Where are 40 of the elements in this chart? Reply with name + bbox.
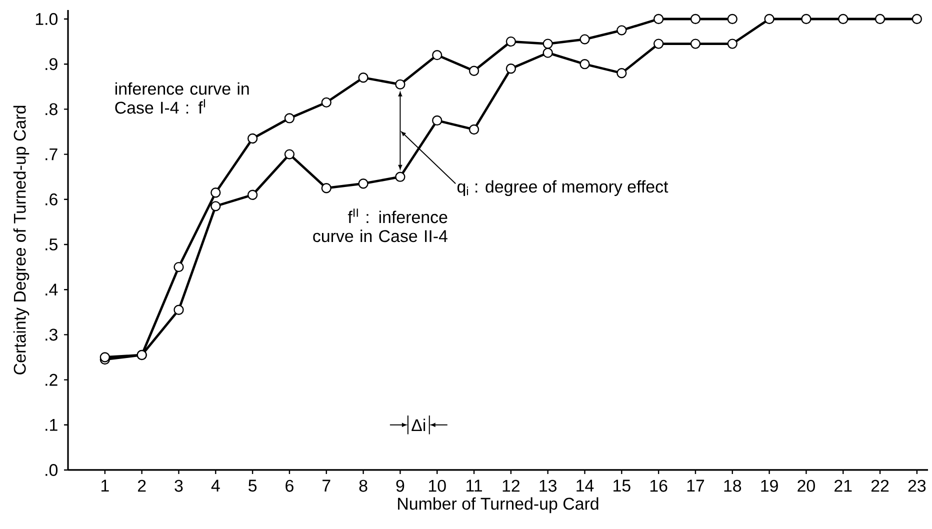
- x-tick-label: 17: [687, 480, 704, 492]
- x-tick-label: 21: [834, 480, 852, 492]
- x-tick-label: 2: [138, 480, 146, 492]
- x-tick-label: 13: [540, 480, 557, 492]
- x-tick-label: 23: [908, 480, 926, 492]
- y-tick-label: .9: [46, 58, 58, 70]
- x-tick-label: 12: [502, 480, 520, 492]
- y-tick-label: 1.0: [36, 13, 58, 26]
- x-tick-label: 3: [174, 480, 183, 492]
- x-tick-label: 8: [359, 480, 368, 492]
- annotation: f$^{II}$ : inference curve in Case II-4: [313, 208, 448, 242]
- x-tick-label: 15: [614, 480, 630, 492]
- x-tick-label: 6: [286, 480, 294, 492]
- x-tick-label: 10: [428, 480, 446, 492]
- y-axis-title: Certainty Degree of Turned-up Card: [13, 106, 30, 374]
- x-tick-label: 16: [650, 480, 668, 492]
- x-tick-label: 4: [211, 480, 220, 492]
- annotation: q$_{i}$ : degree of memory effect: [457, 180, 668, 196]
- x-tick-label: 9: [396, 480, 404, 492]
- x-tick-label: 22: [871, 480, 889, 492]
- x-tick-label: 20: [798, 480, 815, 492]
- x-tick-label: 1: [102, 480, 109, 492]
- x-tick-label: 18: [724, 480, 742, 492]
- y-tick-label: .7: [46, 148, 58, 160]
- y-tick-label: .2: [46, 374, 58, 386]
- x-tick-label: 11: [466, 480, 482, 492]
- x-tick-label: 7: [322, 480, 330, 492]
- y-tick-label: .0: [46, 464, 58, 476]
- y-tick-label: .8: [46, 103, 58, 116]
- y-tick-label: .1: [46, 419, 58, 431]
- annotation: inference curve in Case I-4 : f$^{I}$: [115, 82, 249, 114]
- x-tick-label: 19: [761, 480, 778, 492]
- x-tick-label: 5: [248, 480, 257, 492]
- annotation: Δi: [412, 418, 426, 432]
- y-tick-label: .4: [46, 284, 58, 296]
- x-tick-label: 14: [576, 480, 594, 492]
- y-tick-label: .6: [46, 193, 58, 206]
- x-axis-title: Number of Turned-up Card: [398, 497, 598, 514]
- y-tick-label: .5: [46, 238, 58, 250]
- y-tick-label: .3: [46, 328, 58, 341]
